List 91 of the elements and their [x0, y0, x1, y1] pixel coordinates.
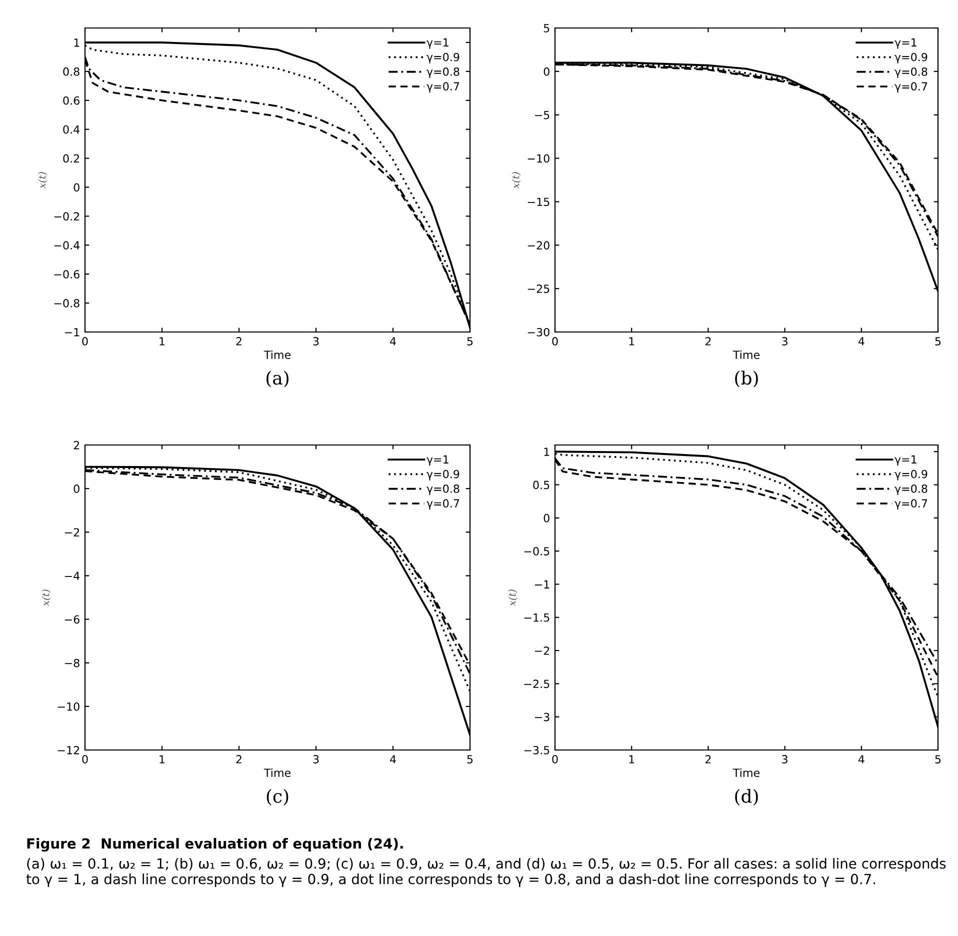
legend-label: γ=0.7 — [894, 499, 928, 510]
x-tick-label: 2 — [705, 755, 711, 764]
x-axis-title: Time — [732, 350, 760, 359]
x-tick-label: 3 — [313, 337, 319, 346]
y-tick-label: −3.5 — [524, 746, 550, 754]
legend-label: γ=0.7 — [426, 82, 460, 93]
y-tick-label: −2 — [534, 646, 550, 655]
legend-label: γ=0.9 — [426, 52, 460, 64]
x-axis-title: Time — [264, 768, 290, 777]
y-tick-label: −25 — [528, 284, 550, 293]
legend-label: γ=1 — [426, 38, 448, 49]
text: (a) — [266, 370, 288, 388]
y-tick-label: −0.8 — [54, 299, 80, 308]
x-tick-label: 2 — [236, 755, 242, 764]
x-tick-label: 3 — [313, 755, 319, 764]
x-tick-label: 3 — [782, 337, 788, 346]
y-tick-label: 2 — [74, 440, 80, 450]
legend-label: γ=0.7 — [426, 499, 460, 510]
x-tick-label: 2 — [705, 337, 711, 346]
y-tick-label: −4 — [64, 572, 80, 580]
x-tick-label: 5 — [467, 755, 473, 764]
legend-label: γ=0.8 — [894, 67, 928, 78]
legend-label: γ=0.8 — [426, 484, 460, 496]
y-axis-title: x(t) — [508, 590, 518, 606]
y-tick-label: −0.5 — [524, 547, 550, 556]
x-tick-label: 4 — [858, 337, 864, 346]
x-tick-label: 4 — [858, 755, 864, 764]
legend-label: γ=0.8 — [426, 67, 460, 78]
text: (d) — [735, 788, 758, 806]
y-tick-label: 0.5 — [533, 480, 550, 490]
x-tick-label: 0 — [82, 337, 88, 346]
x-axis-title: Time — [732, 768, 760, 777]
y-axis-title: x(t) — [512, 172, 521, 188]
y-tick-label: −1 — [534, 580, 550, 588]
x-tick-label: 5 — [467, 337, 473, 346]
y-tick-label: −0.2 — [54, 212, 80, 221]
y-tick-label: −30 — [528, 328, 550, 336]
x-tick-label: 1 — [629, 755, 634, 764]
x-tick-label: 0 — [552, 755, 558, 764]
text: (b) — [735, 370, 758, 388]
y-tick-label: −3 — [534, 712, 550, 722]
x-tick-label: 5 — [935, 337, 941, 346]
y-tick-label: −6 — [64, 615, 80, 624]
legend-label: γ=1 — [894, 455, 916, 466]
y-tick-label: −1 — [64, 328, 80, 336]
y-tick-label: 0 — [544, 67, 550, 76]
x-tick-label: 5 — [935, 755, 941, 764]
y-tick-label: 0.4 — [63, 125, 80, 134]
x-tick-label: 0 — [552, 337, 558, 346]
x-tick-label: 4 — [390, 337, 396, 346]
y-tick-label: 0 — [74, 484, 80, 493]
x-tick-label: 3 — [782, 755, 788, 764]
x-axis-title: Time — [264, 350, 290, 359]
y-tick-label: −10 — [528, 154, 550, 163]
y-tick-label: 0.8 — [63, 67, 80, 76]
legend-label: γ=1 — [426, 455, 448, 466]
y-tick-label: −5 — [534, 110, 550, 120]
x-tick-label: 0 — [82, 755, 88, 764]
y-tick-label: −15 — [528, 198, 550, 206]
legend-label: γ=0.8 — [894, 484, 928, 496]
legend-label: γ=0.9 — [426, 470, 460, 480]
y-tick-label: 0.2 — [63, 154, 80, 163]
legend-label: γ=1 — [894, 38, 916, 49]
y-axis-title: x(t) — [38, 172, 48, 188]
y-tick-label: −1.5 — [524, 614, 550, 622]
y-tick-label: −2 — [64, 528, 80, 536]
y-tick-label: −0.4 — [54, 241, 80, 250]
y-tick-label: −2.5 — [524, 680, 550, 688]
legend-label: γ=0.7 — [894, 82, 928, 93]
y-tick-label: 0.6 — [63, 96, 80, 105]
y-tick-label: 1 — [544, 448, 550, 456]
y-tick-label: 5 — [544, 24, 550, 32]
x-tick-label: 1 — [160, 337, 165, 346]
text: (c) — [266, 788, 288, 806]
x-tick-label: 1 — [629, 337, 634, 346]
text: (a) ω₁ = 0.1, ω₂ = 1; (b) ω₁ = 0.6, ω₂ = 0.9; (c) ω₁ = 0.9, ω₂ = 0.4, and (d) ω₁ = 0.5, ω₂ = 0.5. For all cases: a solid line corresponds to γ = 1, a dash line corresponds to γ = 0.9, a dot line corresponds to γ = 0.8, and a dash-dot line corresponds to γ = 0.7. — [26, 858, 946, 887]
legend-label: γ=0.9 — [894, 52, 928, 64]
y-tick-label: −0.6 — [54, 270, 80, 278]
y-tick-label: 1 — [74, 38, 80, 47]
y-tick-label: −10 — [58, 702, 80, 711]
y-tick-label: 0 — [74, 183, 80, 192]
x-tick-label: 2 — [236, 337, 242, 346]
y-tick-label: 0 — [544, 514, 550, 522]
y-tick-label: −12 — [58, 746, 80, 754]
y-tick-label: −20 — [528, 241, 550, 250]
y-tick-label: −8 — [64, 658, 80, 668]
caption: Figure 2 Numerical evaluation of equation (24). — [27, 838, 403, 852]
x-tick-label: 1 — [160, 755, 165, 764]
x-tick-label: 4 — [390, 755, 396, 764]
legend-label: γ=0.9 — [894, 470, 928, 480]
y-axis-title: x(t) — [42, 590, 51, 606]
